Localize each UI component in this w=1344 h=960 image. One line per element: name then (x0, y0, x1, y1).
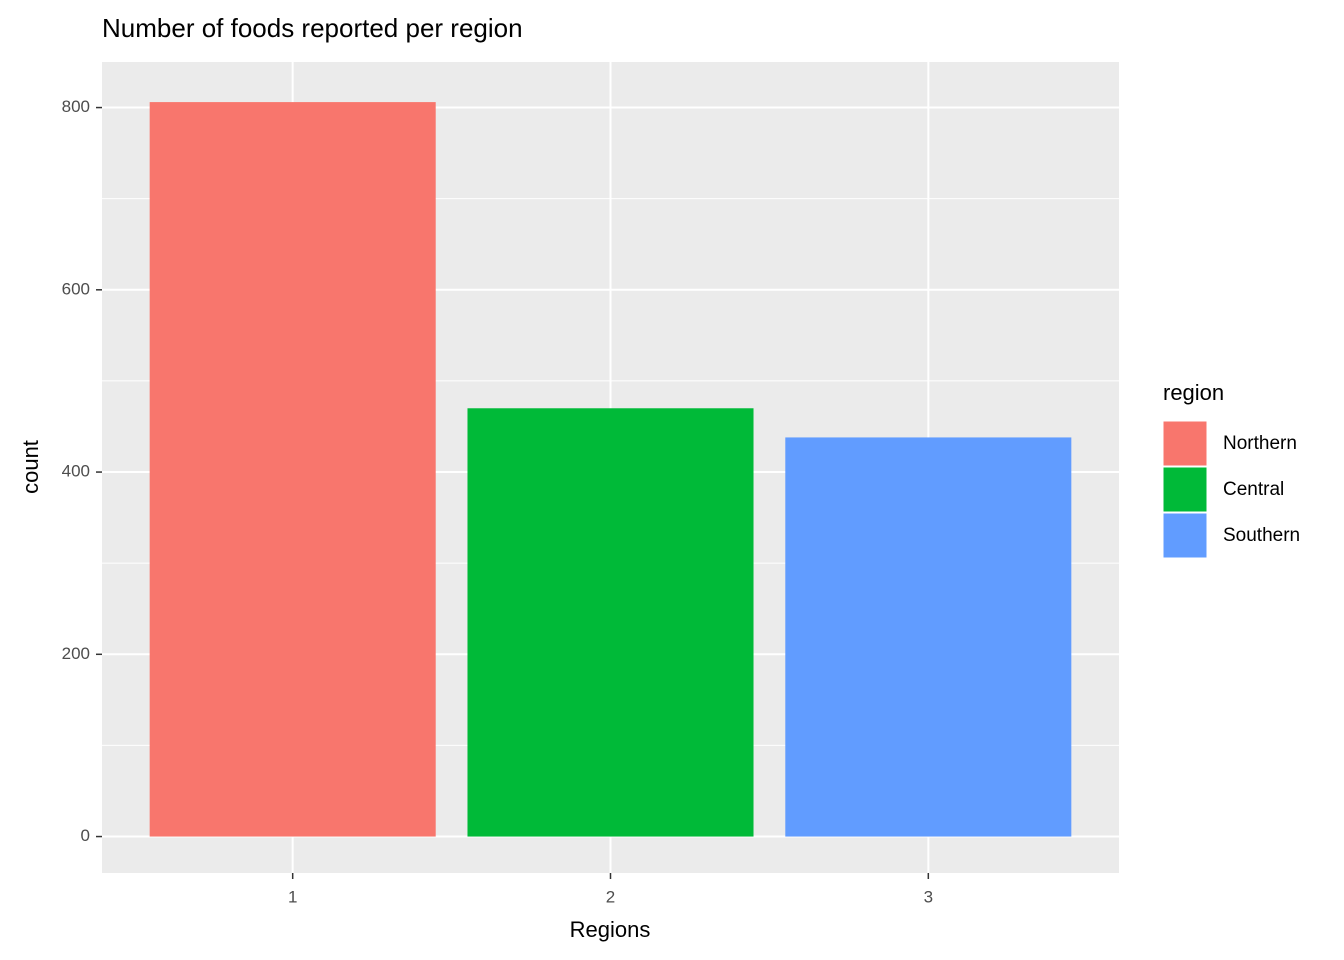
legend-label: Central (1223, 479, 1284, 500)
legend-swatch (1162, 420, 1208, 467)
y-axis-label: count (18, 440, 43, 494)
bar (785, 437, 1072, 837)
y-tick-label: 600 (62, 279, 90, 298)
y-tick-label: 0 (81, 826, 90, 845)
legend-title: region (1163, 380, 1224, 405)
y-tick-label: 400 (62, 462, 90, 481)
x-axis-label: Regions (570, 917, 651, 942)
legend-label: Northern (1223, 433, 1297, 454)
y-tick-label: 800 (62, 97, 90, 116)
y-tick-label: 200 (62, 644, 90, 663)
chart-title: Number of foods reported per region (102, 13, 523, 43)
x-tick-label: 2 (606, 887, 615, 906)
x-tick-label: 1 (288, 887, 297, 906)
bar (149, 102, 436, 837)
bar (467, 408, 754, 837)
legend-label: Southern (1223, 525, 1300, 546)
x-tick-label: 3 (924, 887, 933, 906)
legend-swatch (1162, 466, 1208, 513)
legend-swatch (1162, 512, 1208, 559)
